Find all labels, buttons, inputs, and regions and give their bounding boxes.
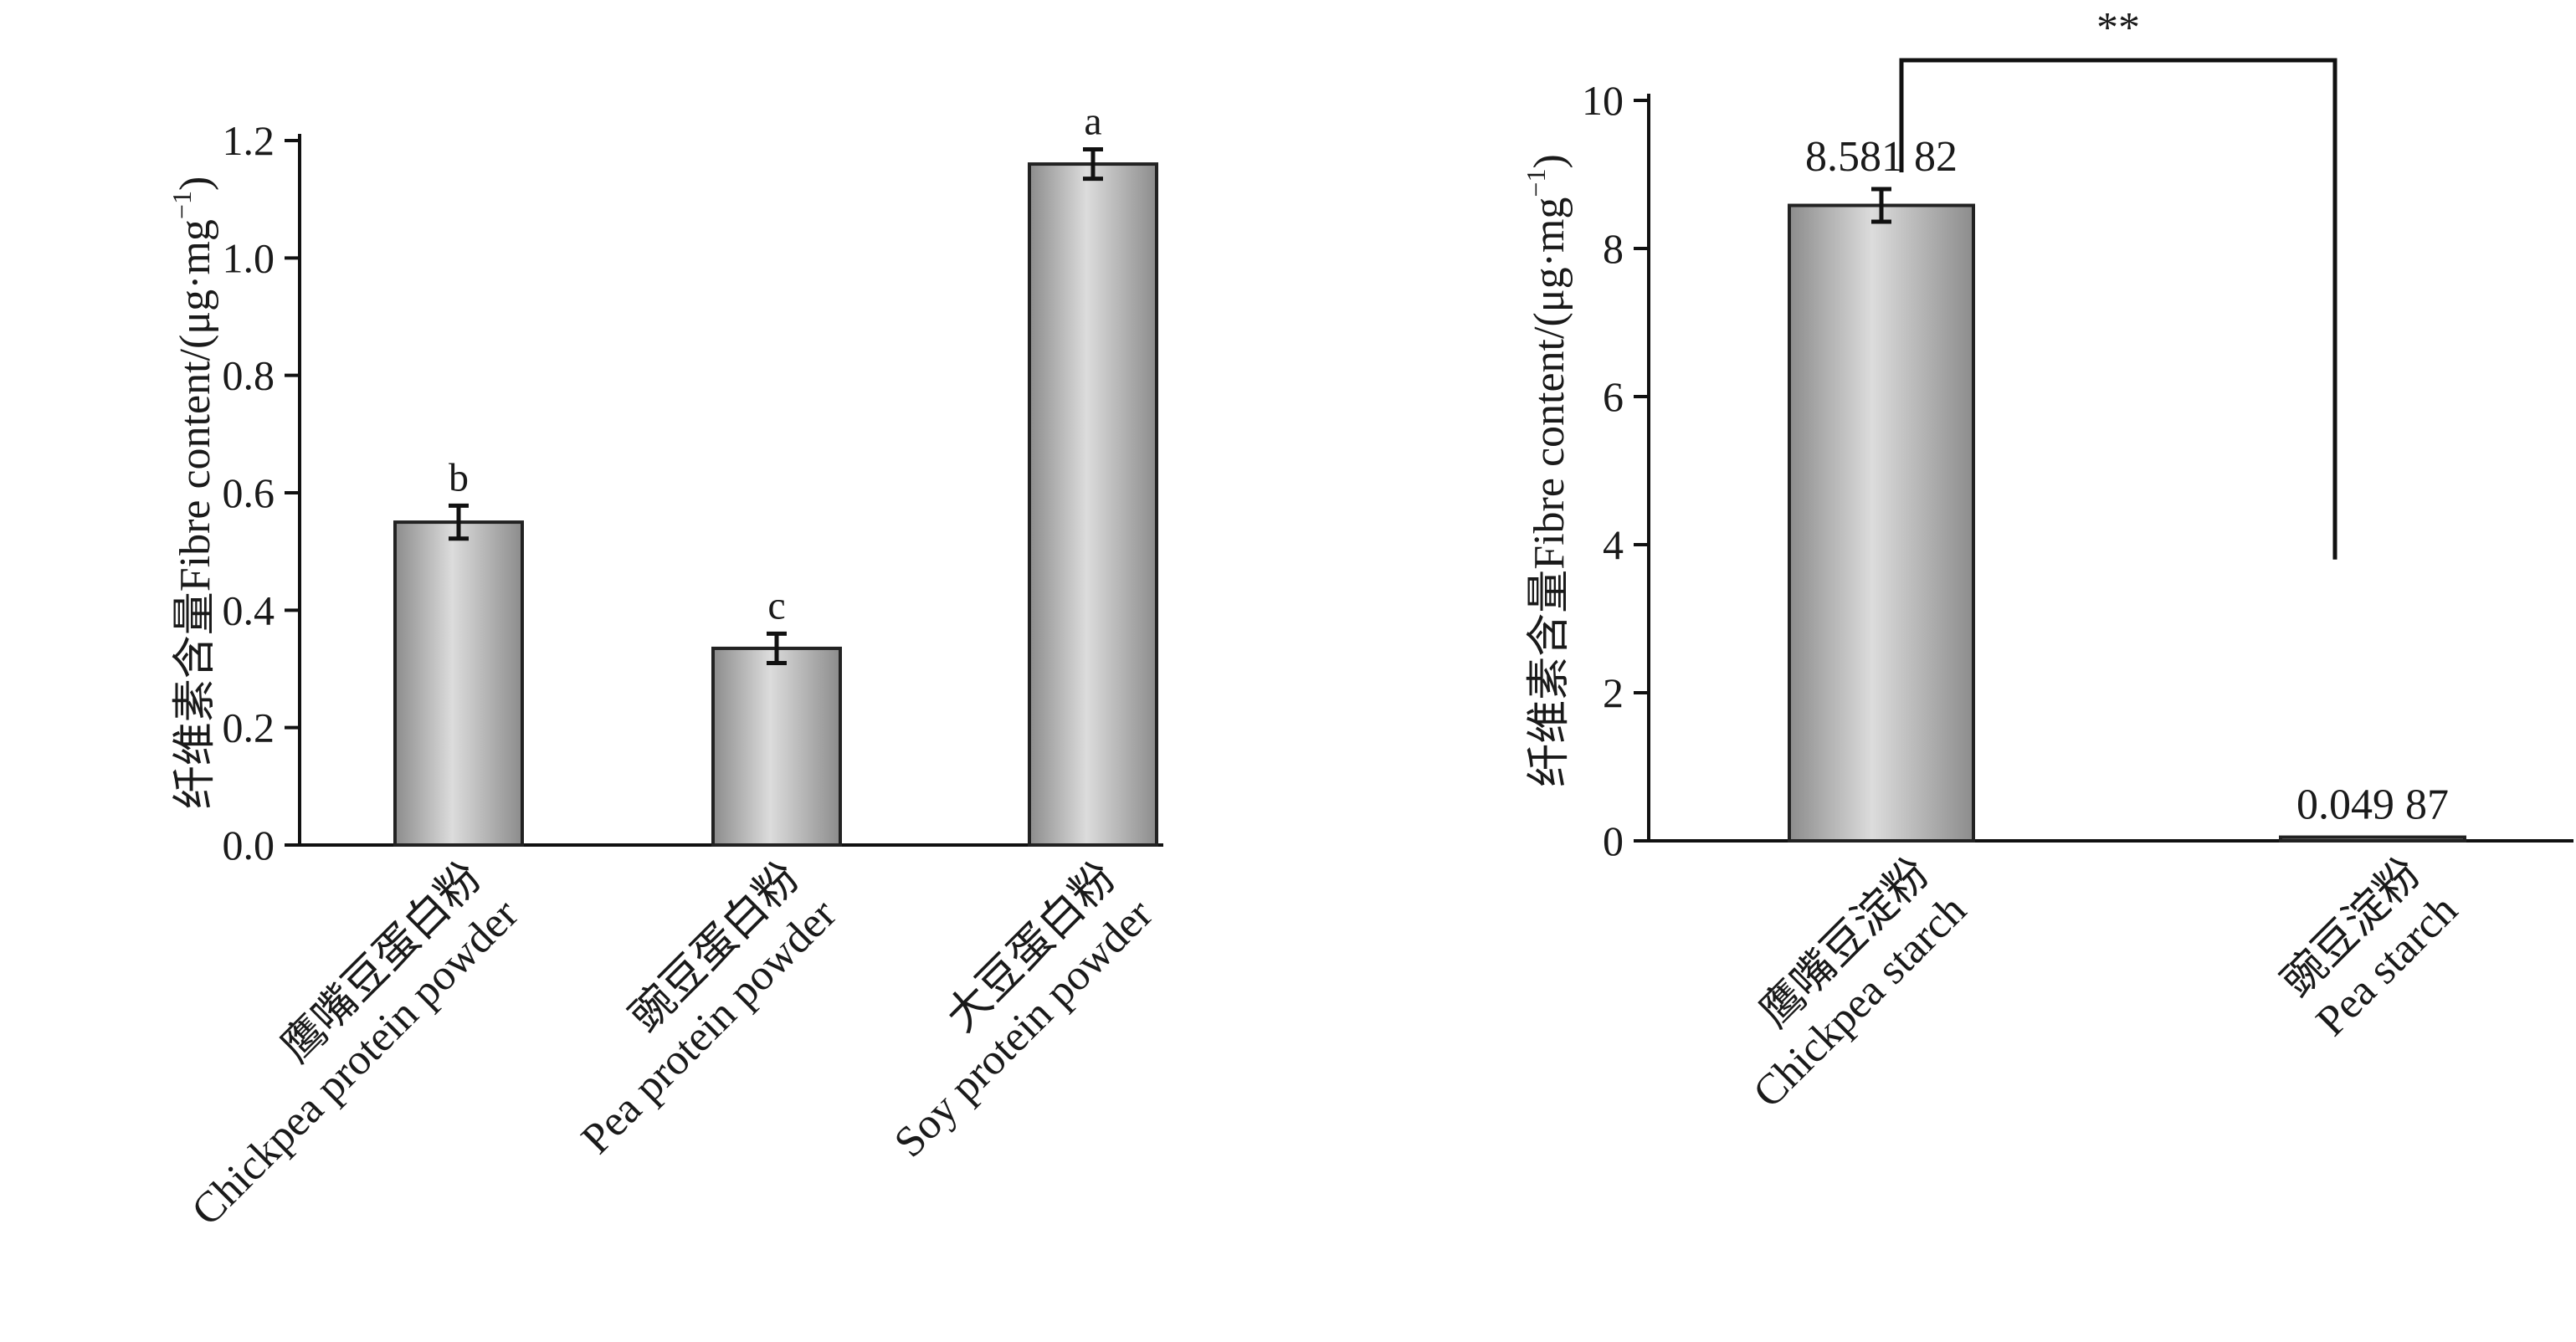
data-label: 0.049 87 (2296, 781, 2449, 829)
y-axis-title-main: 纤维素含量Fibre content/(μg·mg (1526, 197, 1573, 787)
category-label: 鹰嘴豆蛋白粉Chickpea protein powder (146, 853, 528, 1235)
bars: 8.581 82 0.049 87 (1788, 133, 2466, 843)
y-tick-label: 0.4 (223, 586, 275, 633)
protein-powder-chart: 0.0 0.2 0.4 0.6 0.8 1.0 1.2 b c a 纤维素含量Fibre con… (146, 100, 1163, 1235)
y-tick-label: 1.2 (223, 117, 275, 164)
significance-letter: c (767, 583, 785, 627)
y-tick-label: 0.0 (223, 822, 275, 868)
category-label: 大豆蛋白粉Soy protein powder (849, 853, 1162, 1166)
y-tick-label: 0.2 (223, 704, 275, 751)
bars: b c a (393, 100, 1158, 848)
bar (1788, 203, 1975, 843)
y-tick-label: 10 (1582, 77, 1624, 124)
significance-letter: a (1084, 100, 1101, 144)
y-axis-title-close: ) (1526, 154, 1573, 168)
category-labels: 鹰嘴豆淀粉Chickpea starch 豌豆淀粉Pea starch (1707, 849, 2466, 1117)
starch-chart: 0 2 4 6 8 10 8.581 82 0.049 87 ** 纤维素含量Fibre c… (1521, 4, 2573, 1117)
y-ticks: 0 2 4 6 8 10 (1582, 77, 1649, 864)
y-axis-title-main: 纤维素含量Fibre content/(μg·mg (172, 219, 219, 809)
bar (393, 520, 524, 847)
y-axis-title-superscript: −1 (1521, 169, 1551, 197)
category-label: 鹰嘴豆淀粉Chickpea starch (1707, 849, 1975, 1117)
category-label-en: Chickpea protein powder (182, 890, 527, 1235)
y-ticks: 0.0 0.2 0.4 0.6 0.8 1.0 1.2 (223, 117, 300, 868)
significance-bracket (1899, 58, 2337, 560)
category-label: 豌豆蛋白粉Pea protein powder (536, 853, 845, 1163)
category-label: 豌豆淀粉Pea starch (2271, 849, 2466, 1045)
y-tick-label: 6 (1603, 373, 1624, 420)
data-label: 8.581 82 (1805, 133, 1958, 181)
y-axis-title-superscript: −1 (167, 191, 197, 219)
y-tick-label: 0.6 (223, 469, 275, 516)
y-axis-title: 纤维素含量Fibre content/(μg·mg−1) (167, 177, 219, 810)
category-labels: 鹰嘴豆蛋白粉Chickpea protein powder 豌豆蛋白粉Pea pr… (146, 853, 1162, 1235)
bar (2279, 835, 2466, 843)
y-tick-label: 8 (1603, 225, 1624, 272)
significance-label: ** (2096, 4, 2140, 52)
y-tick-label: 1.0 (223, 234, 275, 281)
y-tick-label: 4 (1603, 521, 1624, 568)
significance-letter: b (449, 455, 469, 499)
y-tick-label: 0 (1603, 817, 1624, 864)
y-axis-title-close: ) (172, 177, 219, 191)
bar (1028, 162, 1158, 848)
y-tick-label: 0.8 (223, 352, 275, 399)
y-axis-title: 纤维素含量Fibre content/(μg·mg−1) (1521, 154, 1573, 787)
y-tick-label: 2 (1603, 669, 1624, 716)
bar (711, 646, 842, 847)
